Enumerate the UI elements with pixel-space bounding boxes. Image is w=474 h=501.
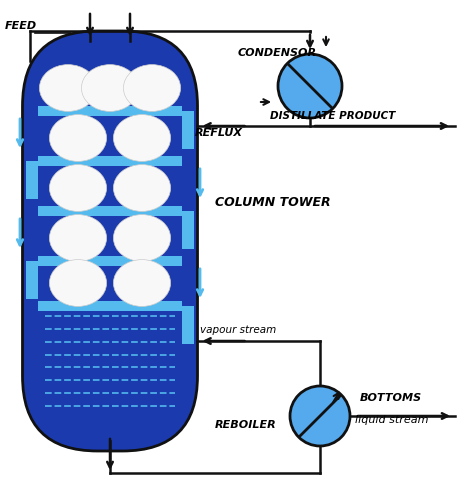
Bar	[38, 301, 182, 311]
Ellipse shape	[49, 260, 107, 307]
Bar	[129, 238, 155, 256]
Text: DISTILLATE PRODUCT: DISTILLATE PRODUCT	[270, 111, 395, 121]
Circle shape	[278, 54, 342, 118]
Text: BOTTOMS: BOTTOMS	[360, 393, 422, 403]
Bar	[65, 138, 91, 156]
Bar	[55, 88, 81, 106]
Text: REBOILER: REBOILER	[215, 420, 277, 430]
Ellipse shape	[49, 214, 107, 262]
Text: CONDENSOR: CONDENSOR	[238, 48, 317, 58]
Text: FEED: FEED	[5, 21, 37, 31]
Ellipse shape	[113, 214, 171, 262]
Ellipse shape	[39, 65, 97, 111]
Bar	[182, 306, 194, 344]
Bar	[129, 138, 155, 156]
Bar	[65, 238, 91, 256]
Bar	[97, 88, 123, 106]
Bar	[38, 156, 182, 166]
Ellipse shape	[113, 165, 171, 211]
Bar	[26, 261, 38, 299]
Bar	[38, 106, 182, 116]
Bar	[65, 283, 91, 301]
Bar	[182, 111, 194, 149]
Circle shape	[290, 386, 350, 446]
Text: liquid stream: liquid stream	[355, 415, 428, 425]
Ellipse shape	[49, 115, 107, 161]
FancyBboxPatch shape	[22, 31, 198, 451]
Bar	[139, 88, 165, 106]
Bar	[65, 188, 91, 206]
Ellipse shape	[113, 260, 171, 307]
Bar	[129, 283, 155, 301]
Text: REFLUX: REFLUX	[195, 128, 243, 138]
Ellipse shape	[49, 165, 107, 211]
Ellipse shape	[123, 65, 181, 111]
Bar	[26, 161, 38, 199]
Text: vapour stream: vapour stream	[200, 325, 276, 335]
Ellipse shape	[113, 115, 171, 161]
Bar	[182, 211, 194, 249]
Ellipse shape	[82, 65, 138, 111]
Bar	[38, 206, 182, 216]
Bar	[129, 188, 155, 206]
Text: COLUMN TOWER: COLUMN TOWER	[215, 196, 331, 209]
Bar	[38, 256, 182, 266]
